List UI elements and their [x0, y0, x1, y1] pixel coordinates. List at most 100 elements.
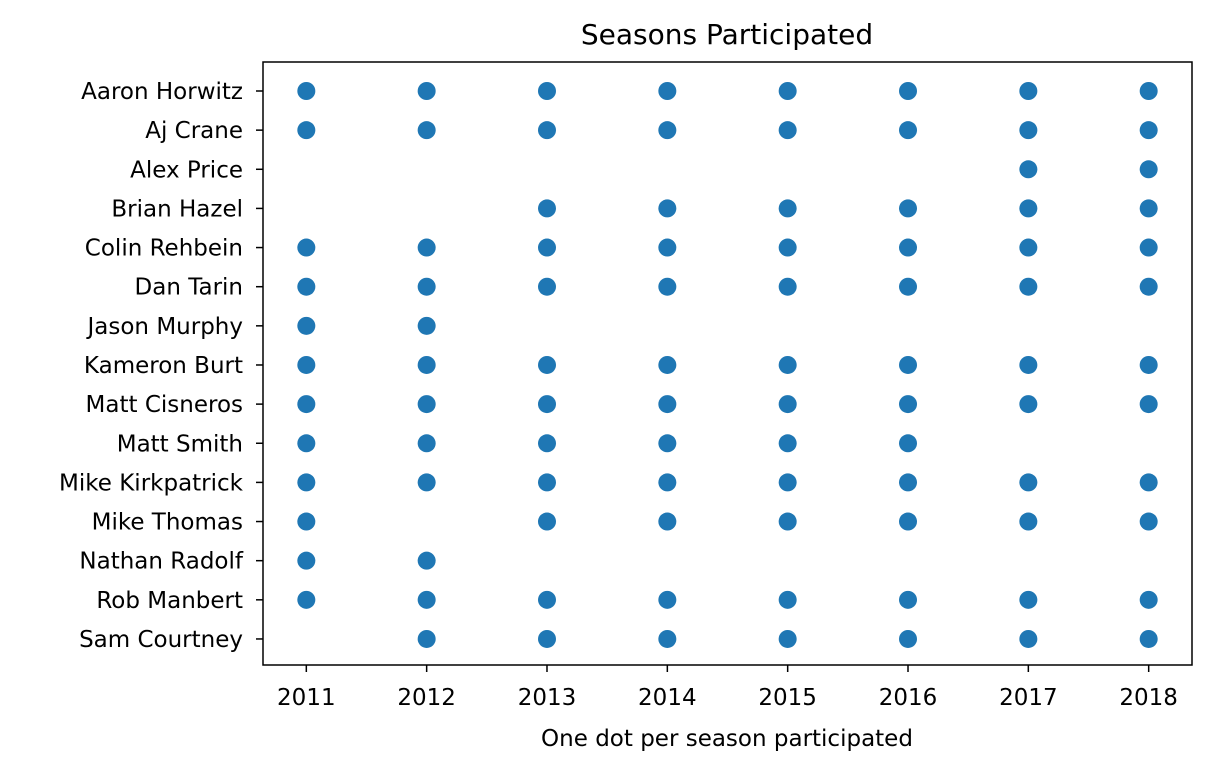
- y-tick-label-matt-cisneros: Matt Cisneros: [86, 392, 243, 418]
- y-tick-label-rob-manbert: Rob Manbert: [96, 588, 243, 614]
- point-mike-thomas-2013: [537, 512, 556, 531]
- point-aj-crane-2013: [537, 121, 556, 140]
- x-tick-label-2011: 2011: [277, 685, 336, 711]
- point-colin-rehbein-2012: [417, 238, 436, 257]
- point-aaron-horwitz-2012: [417, 82, 436, 100]
- x-tick-label-2016: 2016: [879, 685, 938, 711]
- point-mike-thomas-2015: [778, 512, 797, 531]
- point-aj-crane-2012: [417, 121, 436, 140]
- point-kameron-burt-2014: [658, 355, 677, 374]
- y-tick-label-aj-crane: Aj Crane: [145, 118, 243, 144]
- point-alex-price-2017: [1019, 160, 1038, 179]
- point-rob-manbert-2014: [658, 590, 677, 609]
- point-aj-crane-2011: [297, 121, 316, 140]
- point-brian-hazel-2018: [1139, 199, 1158, 218]
- point-jason-murphy-2011: [297, 316, 316, 335]
- point-rob-manbert-2012: [417, 590, 436, 609]
- point-alex-price-2018: [1139, 160, 1158, 179]
- y-tick-label-mike-thomas: Mike Thomas: [92, 510, 243, 536]
- point-aaron-horwitz-2017: [1019, 82, 1038, 100]
- point-kameron-burt-2012: [417, 355, 436, 374]
- plot-area-frame: [262, 61, 1193, 666]
- y-tick-label-sam-courtney: Sam Courtney: [79, 627, 243, 653]
- point-mike-kirkpatrick-2018: [1139, 473, 1158, 492]
- point-matt-cisneros-2017: [1019, 395, 1038, 414]
- point-mike-thomas-2018: [1139, 512, 1158, 531]
- point-brian-hazel-2016: [899, 199, 918, 218]
- point-dan-tarin-2011: [297, 277, 316, 296]
- point-mike-kirkpatrick-2017: [1019, 473, 1038, 492]
- point-aaron-horwitz-2015: [778, 82, 797, 100]
- point-colin-rehbein-2017: [1019, 238, 1038, 257]
- point-dan-tarin-2015: [778, 277, 797, 296]
- point-nathan-radolf-2011: [297, 551, 316, 570]
- point-dan-tarin-2014: [658, 277, 677, 296]
- point-dan-tarin-2017: [1019, 277, 1038, 296]
- y-axis-ticks: Aaron Horwitz Aj Crane Alex Price Brian Haz…: [59, 79, 263, 653]
- x-tick-label-2015: 2015: [758, 685, 817, 711]
- point-colin-rehbein-2015: [778, 238, 797, 257]
- point-rob-manbert-2016: [899, 590, 918, 609]
- point-sam-courtney-2016: [899, 629, 918, 648]
- point-kameron-burt-2015: [778, 355, 797, 374]
- chart-title: Seasons Participated: [581, 18, 873, 51]
- point-rob-manbert-2017: [1019, 590, 1038, 609]
- point-dan-tarin-2016: [899, 277, 918, 296]
- point-kameron-burt-2013: [537, 355, 556, 374]
- x-axis-label: One dot per season participated: [541, 726, 913, 752]
- point-matt-cisneros-2015: [778, 395, 797, 414]
- point-kameron-burt-2016: [899, 355, 918, 374]
- point-mike-kirkpatrick-2012: [417, 473, 436, 492]
- point-matt-cisneros-2016: [899, 395, 918, 414]
- point-matt-cisneros-2011: [297, 395, 316, 414]
- point-mike-kirkpatrick-2013: [537, 473, 556, 492]
- point-matt-smith-2012: [417, 434, 436, 453]
- point-brian-hazel-2017: [1019, 199, 1038, 218]
- point-rob-manbert-2013: [537, 590, 556, 609]
- x-tick-label-2013: 2013: [518, 685, 577, 711]
- point-sam-courtney-2017: [1019, 629, 1038, 648]
- point-aaron-horwitz-2014: [658, 82, 677, 100]
- y-tick-label-mike-kirkpatrick: Mike Kirkpatrick: [59, 470, 244, 496]
- point-kameron-burt-2018: [1139, 355, 1158, 374]
- y-tick-label-aaron-horwitz: Aaron Horwitz: [81, 79, 243, 105]
- x-tick-label-2012: 2012: [397, 685, 456, 711]
- point-matt-smith-2013: [537, 434, 556, 453]
- point-brian-hazel-2013: [537, 199, 556, 218]
- point-aaron-horwitz-2013: [537, 82, 556, 100]
- point-mike-thomas-2011: [297, 512, 316, 531]
- point-sam-courtney-2012: [417, 629, 436, 648]
- point-dan-tarin-2018: [1139, 277, 1158, 296]
- point-aj-crane-2017: [1019, 121, 1038, 140]
- point-aaron-horwitz-2018: [1139, 82, 1158, 100]
- point-matt-smith-2016: [899, 434, 918, 453]
- point-matt-cisneros-2018: [1139, 395, 1158, 414]
- point-sam-courtney-2014: [658, 629, 677, 648]
- point-mike-thomas-2017: [1019, 512, 1038, 531]
- y-tick-label-nathan-radolf: Nathan Radolf: [79, 549, 244, 575]
- y-tick-label-alex-price: Alex Price: [130, 157, 243, 183]
- point-matt-smith-2015: [778, 434, 797, 453]
- y-tick-label-dan-tarin: Dan Tarin: [135, 275, 243, 301]
- point-colin-rehbein-2011: [297, 238, 316, 257]
- point-kameron-burt-2011: [297, 355, 316, 374]
- point-rob-manbert-2011: [297, 590, 316, 609]
- point-matt-cisneros-2013: [537, 395, 556, 414]
- point-aj-crane-2016: [899, 121, 918, 140]
- point-aj-crane-2018: [1139, 121, 1158, 140]
- x-tick-label-2018: 2018: [1119, 685, 1178, 711]
- point-mike-kirkpatrick-2016: [899, 473, 918, 492]
- point-rob-manbert-2015: [778, 590, 797, 609]
- point-rob-manbert-2018: [1139, 590, 1158, 609]
- point-nathan-radolf-2012: [417, 551, 436, 570]
- point-matt-smith-2011: [297, 434, 316, 453]
- point-matt-cisneros-2012: [417, 395, 436, 414]
- point-aaron-horwitz-2016: [899, 82, 918, 100]
- point-sam-courtney-2013: [537, 629, 556, 648]
- data-points: [297, 82, 1158, 648]
- point-colin-rehbein-2018: [1139, 238, 1158, 257]
- point-colin-rehbein-2016: [899, 238, 918, 257]
- point-colin-rehbein-2013: [537, 238, 556, 257]
- point-sam-courtney-2015: [778, 629, 797, 648]
